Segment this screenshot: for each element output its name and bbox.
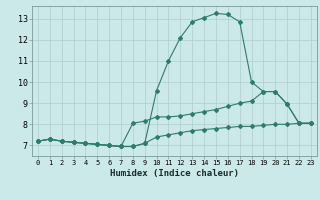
X-axis label: Humidex (Indice chaleur): Humidex (Indice chaleur) (110, 169, 239, 178)
